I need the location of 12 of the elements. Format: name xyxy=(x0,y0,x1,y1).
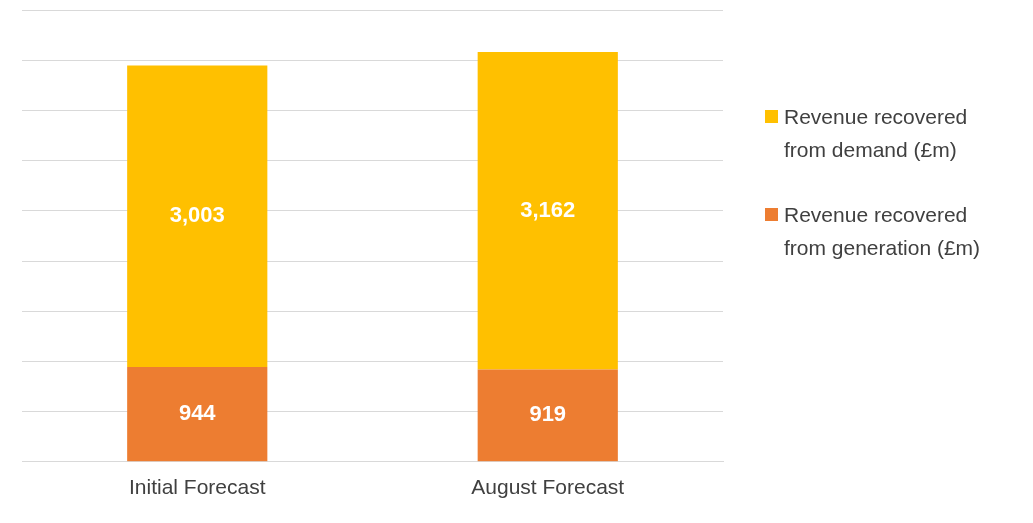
x-tick-label: Initial Forecast xyxy=(128,475,266,499)
data-label: 944 xyxy=(178,400,217,426)
legend-label: Revenue recovered from demand (£m) xyxy=(784,104,969,163)
data-label: 3,003 xyxy=(169,202,225,228)
legend-label: Revenue recovered from generation (£m) xyxy=(784,202,982,261)
bar xyxy=(477,52,618,370)
data-label: 3,162 xyxy=(520,196,576,222)
x-tick-label: August Forecast xyxy=(471,475,625,499)
bar xyxy=(477,369,618,462)
data-label: 919 xyxy=(529,401,567,427)
bar xyxy=(127,367,268,462)
bar xyxy=(127,65,268,368)
